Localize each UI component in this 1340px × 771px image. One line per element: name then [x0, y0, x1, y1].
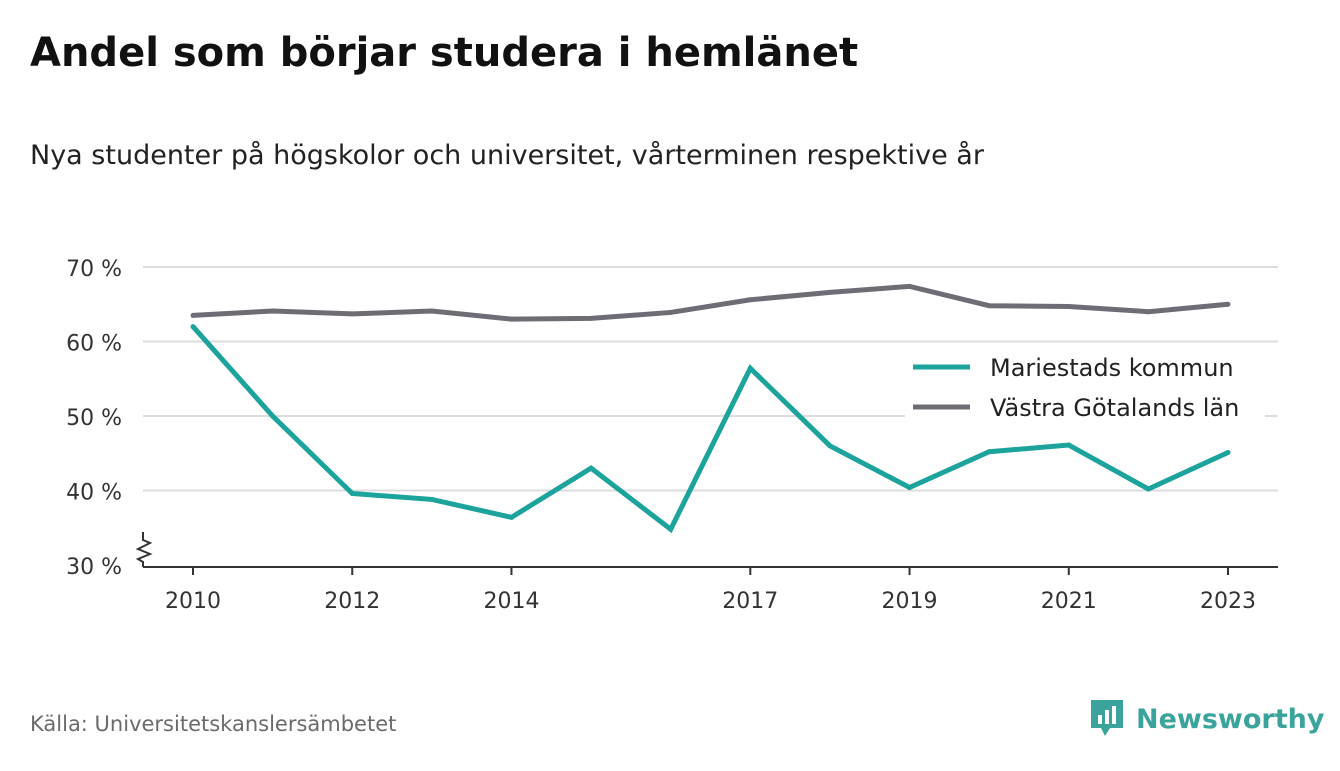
data-point [986, 449, 992, 455]
x-tick-label: 2017 [722, 589, 778, 614]
chart-title: Andel som börjar studera i hemlänet [30, 30, 859, 76]
data-point [190, 324, 196, 330]
legend-label: Mariestads kommun [990, 354, 1234, 382]
data-point [349, 311, 355, 317]
newsworthy-logo-icon [1091, 700, 1123, 736]
data-point [1145, 309, 1151, 315]
data-point [588, 315, 594, 321]
y-tick-label: 60 % [66, 332, 122, 357]
data-point [1225, 301, 1231, 307]
axis-break-mark [135, 532, 153, 567]
data-point [508, 316, 514, 322]
x-tick-label: 2019 [882, 589, 938, 614]
data-point [827, 443, 833, 449]
data-point [349, 490, 355, 496]
x-tick-label: 2021 [1041, 589, 1097, 614]
source-note: Källa: Universitetskanslersämbetet [30, 712, 397, 736]
data-point [429, 308, 435, 314]
y-tick-label: 40 % [66, 481, 122, 506]
data-point [668, 309, 674, 315]
data-point [907, 485, 913, 491]
series-line [191, 324, 1230, 534]
x-tick-label: 2014 [483, 589, 539, 614]
data-point [747, 297, 753, 303]
data-point [1066, 442, 1072, 448]
data-point [827, 289, 833, 295]
data-point [907, 283, 913, 289]
data-point [429, 496, 435, 502]
legend-label: Västra Götalands län [990, 394, 1239, 422]
data-point [588, 465, 594, 471]
data-point [1225, 450, 1231, 456]
data-point [270, 413, 276, 419]
data-point [508, 514, 514, 520]
data-point [1145, 486, 1151, 492]
data-point [270, 308, 276, 314]
brand-name: Newsworthy [1136, 703, 1325, 735]
x-tick-label: 2023 [1200, 589, 1256, 614]
legend-background [905, 345, 1265, 425]
chart-subtitle: Nya studenter på högskolor och universit… [30, 140, 984, 171]
data-point [986, 303, 992, 309]
data-point [747, 365, 753, 371]
brand-logo[interactable]: Newsworthy [1088, 698, 1324, 740]
data-point [1066, 303, 1072, 309]
x-tick-label: 2012 [324, 589, 380, 614]
x-tick-label: 2010 [165, 589, 221, 614]
y-tick-label: 30 % [66, 555, 122, 580]
y-tick-label: 50 % [66, 406, 122, 431]
series-line [192, 283, 1229, 322]
y-tick-label: 70 % [66, 257, 122, 282]
data-point [190, 312, 196, 318]
data-point [668, 526, 674, 532]
